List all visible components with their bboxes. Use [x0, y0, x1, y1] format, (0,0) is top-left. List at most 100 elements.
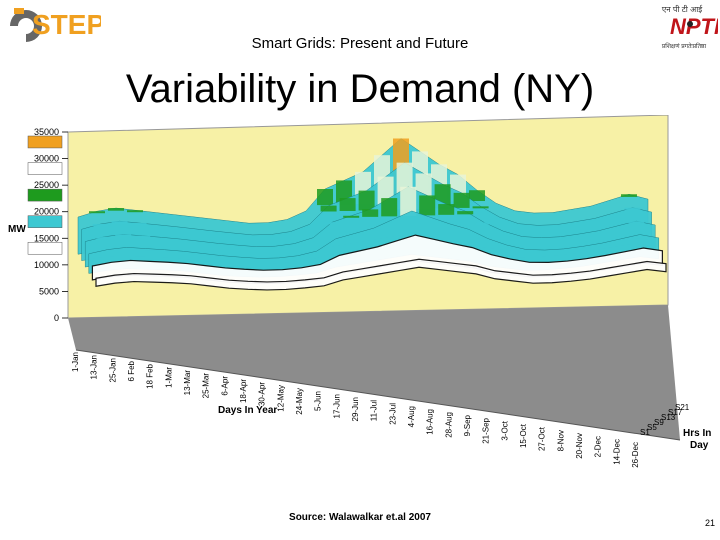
x-axis-ticks: 1-Jan 13-Jan 25-Jan 6 Feb 18 Feb 1-Mar 13-Mar 2… [71, 352, 640, 468]
surface-peak [127, 210, 143, 213]
legend-band-0 [27, 242, 63, 255]
surface-peak [628, 221, 645, 224]
x-tick-label: 28-Aug [444, 412, 453, 438]
x-tick-label: 13-Mar [183, 370, 192, 396]
surface-peak [621, 194, 637, 197]
surface-peak [339, 198, 356, 211]
y-tick-label: 20000 [34, 207, 59, 217]
z-tick-label: S5 [647, 423, 657, 432]
surface-layer-5 [95, 258, 667, 291]
surface-peak [400, 186, 417, 216]
surface-peak [92, 223, 109, 226]
surface-peak [320, 205, 337, 212]
surface-peak [115, 234, 132, 237]
x-tick-label: 24-May [295, 388, 304, 415]
surface-peak [96, 236, 113, 239]
z-tick-label: S13 [661, 413, 676, 422]
legend-bands [27, 135, 63, 255]
slide-subtitle: Smart Grids: Present and Future [251, 35, 469, 52]
x-tick-label: 15-Oct [519, 423, 528, 448]
surface-peak [317, 188, 333, 206]
x-tick-label: 25-Mar [202, 373, 211, 399]
legend-band-1 [27, 215, 63, 228]
cstep-logo-text: STEP [32, 9, 101, 40]
x-tick-label: 6 Feb [127, 360, 136, 381]
x-tick-label: 16-Aug [426, 409, 435, 435]
slide-number: 21 [704, 518, 715, 528]
x-tick-label: 3-Oct [500, 420, 509, 440]
x-tick-label: 2-Dec [594, 436, 603, 457]
x-tick-label: 1-Jan [71, 352, 80, 372]
surface-peak [108, 208, 124, 211]
x-tick-label: 8-Nov [556, 430, 565, 451]
y-tick-label: 35000 [34, 127, 59, 137]
x-tick-label: 18-Apr [239, 379, 248, 403]
x-tick-label: 4-Aug [407, 406, 416, 427]
surface-peak [130, 222, 147, 225]
surface-peak [324, 222, 341, 225]
surface-peak [624, 207, 641, 210]
slide-title: Variability in Demand (NY) [125, 67, 595, 111]
demand-surface-chart: 0 5000 10000 15000 20000 25000 30000 35000 1-Ja… [8, 115, 711, 468]
y-axis-label: MW [8, 224, 26, 235]
chart-floor [68, 305, 680, 440]
y-tick-label: 25000 [34, 180, 59, 190]
source-note: Source: Walawalkar et.al 2007 [289, 512, 431, 523]
demand-surface [77, 138, 667, 291]
legend-band-2 [27, 188, 63, 202]
x-tick-label: 23-Jul [388, 403, 397, 425]
npti-logo: एन पी टी आई NPTI प्रशिक्षणं प्रगतेःप्रति… [622, 2, 720, 54]
z-tick-label: S1 [640, 428, 650, 437]
cstep-c-icon [10, 10, 42, 42]
surface-peak [453, 192, 470, 208]
x-tick-label: 25-Jan [108, 358, 117, 382]
surface-peak [343, 215, 360, 218]
surface-peak [362, 209, 379, 217]
x-tick-label: 18 Feb [146, 363, 155, 388]
x-tick-label: 30-Apr [258, 382, 267, 406]
z-axis-label: Hrs In Day [683, 428, 711, 451]
x-tick-label: 12-May [276, 385, 285, 412]
x-tick-label: 17-Jun [332, 394, 341, 418]
surface-peak [89, 211, 105, 214]
x-tick-label: 14-Dec [612, 439, 621, 465]
y-tick-label: 10000 [34, 260, 59, 270]
surface-peak [438, 204, 455, 215]
z-tick-label: S21 [675, 403, 690, 412]
surface-peak [476, 222, 493, 225]
y-tick-label: 15000 [34, 233, 59, 243]
y-tick-label: 5000 [39, 286, 59, 296]
surface-peak [457, 211, 474, 215]
x-tick-label: 9-Sep [463, 414, 472, 436]
x-axis-label: Days In Year [218, 405, 277, 416]
y-axis-ticks: 0 5000 10000 15000 20000 25000 30000 35000 [34, 127, 68, 323]
x-tick-label: 27-Oct [538, 426, 547, 451]
surface-peak [419, 195, 436, 216]
z-tick-label: S9 [654, 418, 664, 427]
x-tick-label: 29-Jun [351, 397, 360, 421]
x-tick-label: 6-Apr [220, 376, 229, 396]
chart-front-edge [75, 349, 681, 441]
x-tick-label: 13-Jan [90, 355, 99, 379]
npti-logo-text: NPTI [670, 14, 718, 39]
x-tick-label: 26-Dec [631, 442, 640, 468]
x-tick-label: 1-Mar [164, 367, 173, 388]
x-tick-label: 20-Nov [575, 433, 584, 459]
surface-peak [111, 221, 128, 224]
x-tick-label: 5-Jun [314, 391, 323, 411]
y-tick-label: 0 [54, 313, 59, 323]
surface-peak [381, 198, 398, 217]
y-tick-label: 30000 [34, 154, 59, 164]
x-tick-label: 11-Jul [370, 400, 379, 421]
cstep-logo: STEP [6, 6, 105, 46]
npti-hindi-top: एन पी टी आई [662, 4, 703, 14]
surface-peak [358, 190, 375, 211]
npti-hindi-bottom: प्रशिक्षणं प्रगतेःप्रतिष्ठा [662, 42, 707, 50]
surface-peak [134, 235, 151, 238]
npti-dot-icon [687, 21, 693, 27]
surface-peak [472, 206, 489, 209]
legend-band-4 [27, 135, 63, 149]
z-tick-label: S17 [668, 408, 683, 417]
surface-peak [469, 190, 485, 202]
